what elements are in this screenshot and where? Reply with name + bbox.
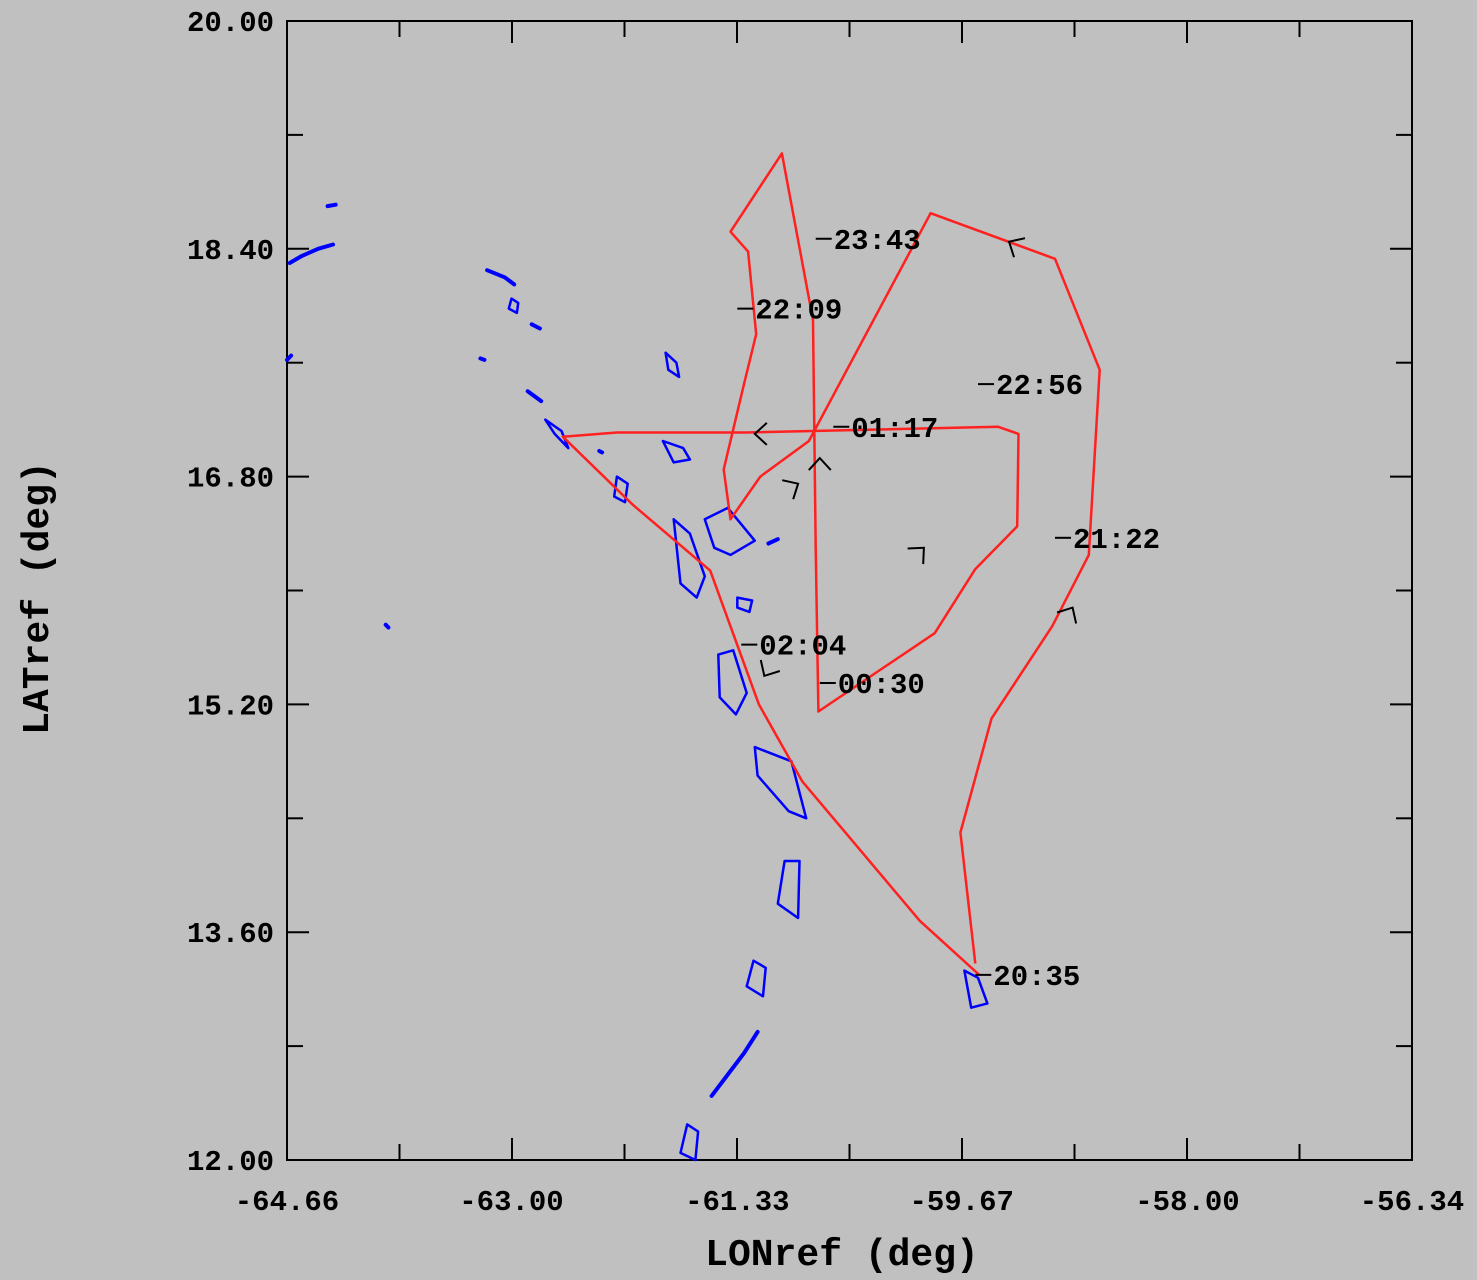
coastline-islet-b bbox=[597, 449, 605, 455]
y-tick-label: 16.80 bbox=[187, 463, 274, 496]
time-label: 01:17 bbox=[851, 413, 938, 446]
coastline-st-barts bbox=[529, 322, 542, 331]
direction-arrow-icon bbox=[808, 456, 832, 471]
coastline-islet-a bbox=[383, 622, 391, 630]
coastline-dominica bbox=[717, 649, 748, 716]
coastline-virgin-islands bbox=[325, 202, 338, 209]
coastline-saba bbox=[478, 356, 487, 362]
coastline-nevis bbox=[544, 418, 570, 450]
coastline-st-vincent bbox=[745, 959, 767, 998]
direction-arrow-layer bbox=[753, 237, 1078, 678]
time-label: 21:22 bbox=[1073, 524, 1160, 557]
direction-arrow-icon bbox=[1007, 237, 1026, 258]
coastline-barbados bbox=[963, 969, 989, 1009]
coastline-st-kitts bbox=[525, 389, 544, 404]
coastline-guadeloupe-basse-terre bbox=[672, 518, 707, 599]
plot-frame bbox=[286, 20, 1413, 1161]
direction-arrow-icon bbox=[753, 422, 768, 446]
coastline-barbuda bbox=[664, 351, 681, 379]
x-tick-label: -59.67 bbox=[909, 1186, 1013, 1219]
coastline-puerto-rico-east bbox=[287, 242, 335, 265]
coastline-grenada bbox=[679, 1123, 700, 1162]
time-label: 20:35 bbox=[993, 961, 1080, 994]
x-tick-label: -56.34 bbox=[1360, 1186, 1464, 1219]
coastline-la-desirade bbox=[766, 537, 780, 546]
y-tick-label: 13.60 bbox=[187, 918, 274, 951]
coastline-st-lucia bbox=[776, 859, 801, 920]
coastline-montserrat bbox=[612, 475, 629, 504]
direction-arrow-icon bbox=[759, 659, 781, 678]
coastline-anguilla bbox=[485, 268, 517, 287]
coastline-puerto-rico-south bbox=[285, 353, 294, 362]
y-tick-label: 20.00 bbox=[187, 7, 274, 40]
y-tick-label: 18.40 bbox=[187, 235, 274, 268]
coastline-st-maarten bbox=[507, 297, 520, 315]
axis-ticks: -64.66 -63.00 -61.33 -59.67 -58.00 -56.34 12.0… bbox=[187, 7, 1464, 1219]
x-tick-label: -63.00 bbox=[459, 1186, 563, 1219]
time-label: 02:04 bbox=[759, 631, 846, 664]
y-tick-label: 12.00 bbox=[187, 1146, 274, 1179]
coastline-layer bbox=[285, 202, 989, 1162]
time-label-layer: 20:35 21:22 22:09 22:56 23:43 00:30 01:17 02:04 bbox=[737, 225, 1160, 994]
x-tick-label: -64.66 bbox=[235, 1186, 339, 1219]
direction-arrow-icon bbox=[1056, 606, 1078, 624]
y-tick-label: 15.20 bbox=[187, 690, 274, 723]
coastline-martinique bbox=[753, 745, 808, 820]
direction-arrow-icon bbox=[907, 546, 925, 565]
x-tick-label: -61.33 bbox=[685, 1186, 789, 1219]
flight-track-line bbox=[561, 152, 1101, 976]
time-label: 22:56 bbox=[996, 370, 1083, 403]
flight-track-layer bbox=[561, 152, 1101, 976]
coastline-guadeloupe-grande-terre bbox=[703, 506, 757, 557]
time-label: 22:09 bbox=[755, 295, 842, 328]
time-label: 23:43 bbox=[834, 225, 921, 258]
direction-arrow-icon bbox=[781, 479, 800, 500]
y-axis-label: LATref (deg) bbox=[17, 461, 60, 735]
x-axis-label: LONref (deg) bbox=[705, 1234, 979, 1277]
coastline-marie-galante bbox=[736, 596, 754, 614]
time-label: 00:30 bbox=[838, 669, 925, 702]
coastline-antigua bbox=[661, 439, 692, 464]
x-tick-label: -58.00 bbox=[1135, 1186, 1239, 1219]
coastline-grenadines bbox=[709, 1029, 760, 1098]
